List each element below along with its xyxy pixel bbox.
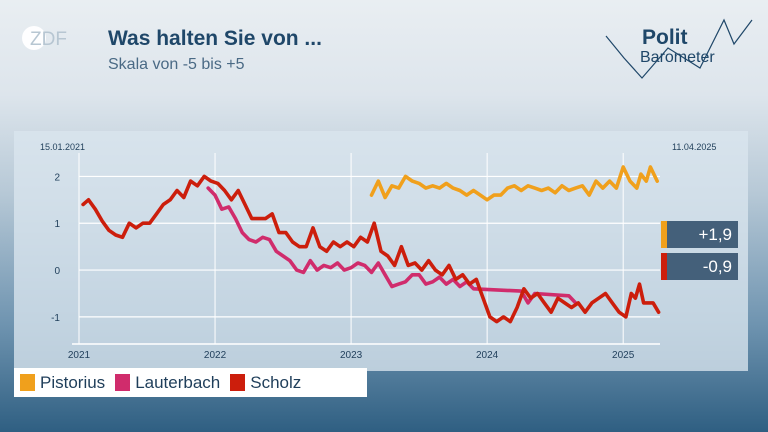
- legend-swatch-lauterbach: [115, 374, 131, 391]
- x-tick-label: 2024: [476, 350, 499, 361]
- scholz-value-swatch: [661, 253, 667, 280]
- legend-label-pistorius: Pistorius: [40, 372, 106, 392]
- x-tick-label: 2025: [612, 350, 635, 361]
- chart-subtitle: Skala von -5 bis +5: [108, 56, 245, 73]
- date-start-label: 15.01.2021: [40, 142, 86, 152]
- series-line-scholz: [81, 174, 661, 324]
- legend-swatch-pistorius: [20, 374, 35, 391]
- legend-label-lauterbach: Lauterbach: [135, 372, 221, 392]
- legend-swatch-scholz: [230, 374, 246, 391]
- legend-item-lauterbach: Lauterbach: [115, 373, 220, 393]
- pistorius-value-swatch: [661, 221, 667, 248]
- brand-line-1: Polit: [642, 26, 688, 49]
- y-tick-label: 1: [54, 219, 60, 230]
- zdf-logo: ZDF: [16, 24, 80, 52]
- series-line-lauterbach: [206, 186, 578, 305]
- brand-line-2: Barometer: [640, 49, 715, 66]
- pistorius-value-label: +1,9: [698, 224, 732, 244]
- legend-label-scholz: Scholz: [250, 372, 302, 392]
- scholz-value-label: -0,9: [702, 256, 732, 276]
- y-tick-label: 0: [54, 266, 60, 277]
- x-tick-label: 2022: [204, 350, 227, 361]
- scholz-value-box: -0,9: [661, 253, 738, 280]
- zdf-logo-text: ZDF: [30, 29, 67, 50]
- legend-item-pistorius: Pistorius: [20, 373, 105, 393]
- politbarometer-logo: [604, 18, 754, 84]
- series-line-pistorius: [369, 165, 660, 202]
- legend: Pistorius Lauterbach Scholz: [14, 368, 367, 397]
- x-tick-label: 2021: [68, 350, 91, 361]
- y-tick-label: -1: [51, 313, 60, 324]
- chart-title: Was halten Sie von ...: [108, 27, 322, 50]
- date-end-label: 11.04.2025: [672, 142, 717, 152]
- x-tick-label: 2023: [340, 350, 363, 361]
- pistorius-value-box: +1,9: [661, 221, 738, 248]
- legend-item-scholz: Scholz: [230, 373, 301, 393]
- y-tick-label: 2: [54, 172, 60, 183]
